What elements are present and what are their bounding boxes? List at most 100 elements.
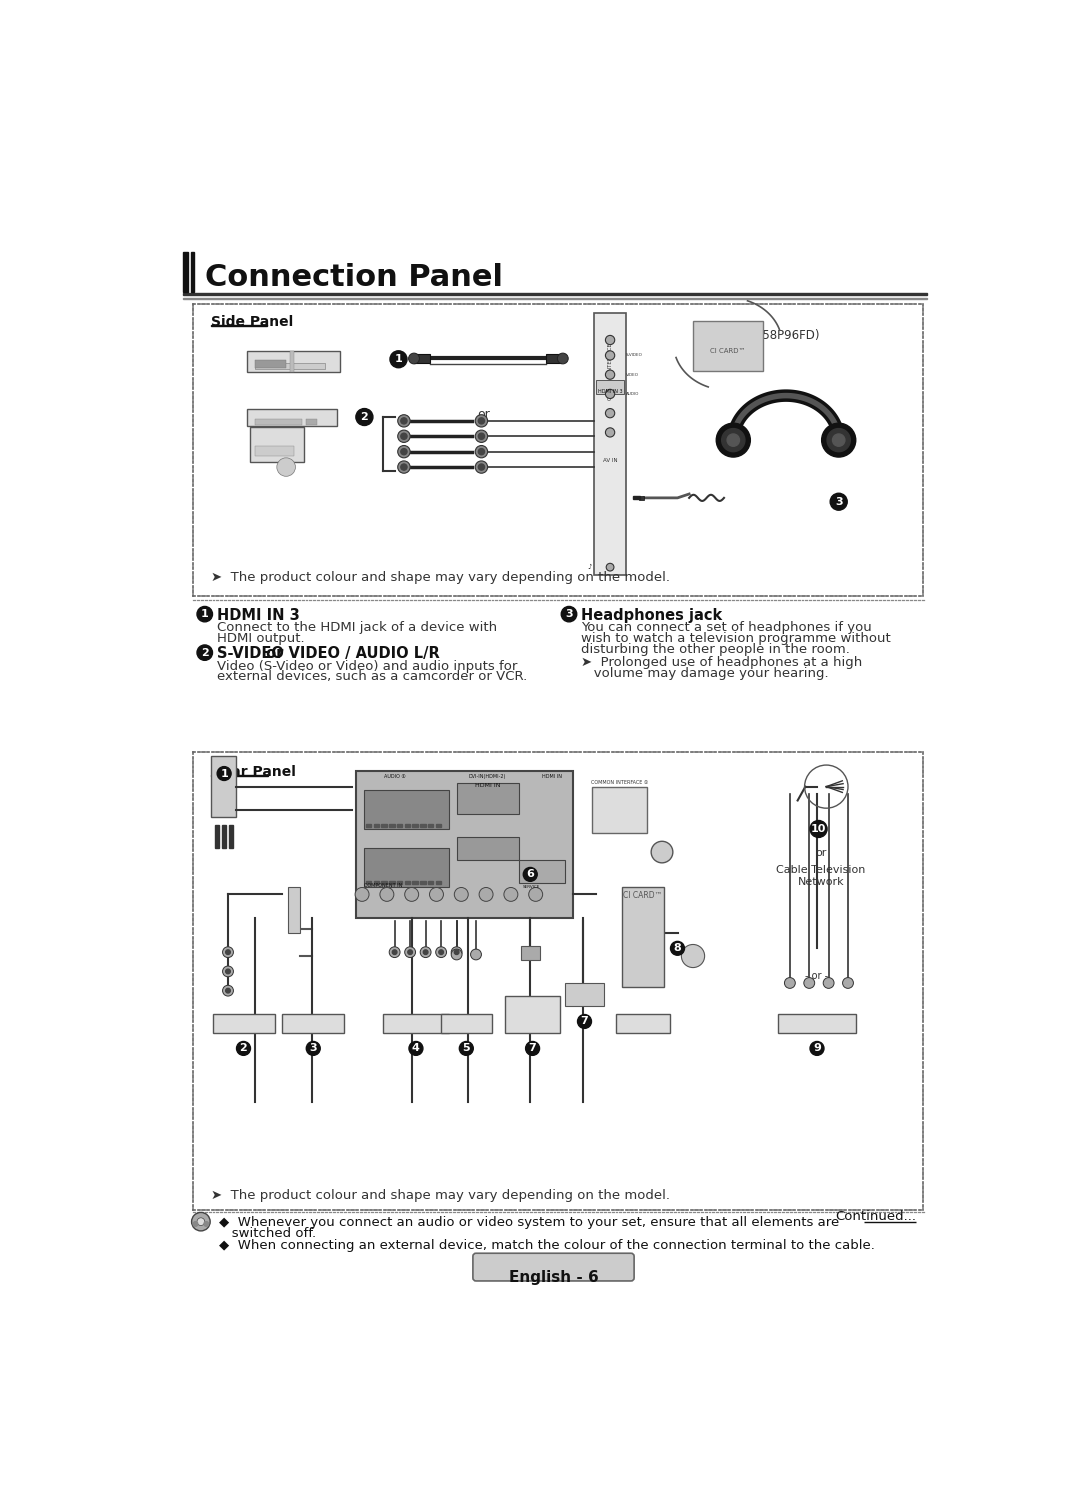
Text: VIDEO: VIDEO: [625, 373, 638, 376]
Circle shape: [478, 418, 485, 424]
Bar: [191, 253, 194, 293]
Text: - or -: - or -: [806, 972, 828, 981]
Circle shape: [562, 606, 577, 621]
Text: HDMI IN 3: HDMI IN 3: [217, 608, 300, 623]
Circle shape: [459, 1042, 473, 1055]
Circle shape: [504, 887, 517, 902]
Bar: [183, 293, 927, 296]
Bar: [247, 409, 337, 426]
Circle shape: [226, 950, 230, 954]
Circle shape: [831, 493, 847, 510]
Circle shape: [651, 841, 673, 863]
Text: Video (S-Video or Video) and audio inputs for: Video (S-Video or Video) and audio input…: [217, 660, 517, 673]
Circle shape: [526, 1042, 540, 1055]
Bar: [356, 771, 572, 917]
Bar: [405, 823, 410, 826]
Bar: [638, 495, 644, 501]
Text: or VIDEO / AUDIO L/R: or VIDEO / AUDIO L/R: [261, 646, 440, 661]
Text: 1: 1: [220, 768, 228, 779]
Text: 1: 1: [394, 354, 403, 364]
Text: disturbing the other people in the room.: disturbing the other people in the room.: [581, 642, 850, 655]
Circle shape: [401, 449, 407, 455]
Circle shape: [475, 461, 488, 473]
Bar: [779, 1013, 855, 1033]
Circle shape: [405, 887, 419, 902]
Bar: [420, 823, 426, 826]
Bar: [282, 1013, 345, 1033]
Bar: [693, 321, 762, 372]
Circle shape: [397, 446, 410, 458]
Text: 7: 7: [581, 1016, 589, 1027]
Circle shape: [810, 1042, 824, 1055]
Bar: [594, 314, 626, 575]
Bar: [518, 860, 565, 883]
Circle shape: [810, 820, 827, 838]
Circle shape: [451, 950, 462, 960]
Circle shape: [355, 887, 369, 902]
Text: HDMI IN: HDMI IN: [475, 783, 500, 788]
Bar: [374, 823, 379, 826]
Circle shape: [237, 1042, 251, 1055]
Text: ♪: ♪: [588, 565, 592, 571]
Text: 10: 10: [811, 823, 826, 834]
Circle shape: [606, 336, 615, 345]
Text: Network: Network: [797, 877, 845, 887]
Circle shape: [478, 464, 485, 470]
Circle shape: [423, 950, 428, 954]
Circle shape: [276, 458, 296, 477]
Circle shape: [475, 429, 488, 443]
Text: 8: 8: [674, 944, 681, 954]
Bar: [616, 1013, 670, 1033]
Bar: [183, 253, 189, 293]
Text: CI CARD™: CI CARD™: [711, 348, 745, 354]
Circle shape: [606, 389, 615, 398]
Circle shape: [197, 645, 213, 660]
Text: 9: 9: [813, 1043, 821, 1054]
Circle shape: [401, 418, 407, 424]
Bar: [633, 496, 640, 499]
Bar: [397, 881, 403, 884]
Circle shape: [222, 966, 233, 976]
Circle shape: [408, 950, 413, 954]
Bar: [288, 887, 300, 933]
Text: 4: 4: [411, 1043, 420, 1054]
Circle shape: [226, 988, 230, 993]
Circle shape: [784, 978, 795, 988]
Text: Continued...: Continued...: [835, 1210, 916, 1223]
Circle shape: [401, 434, 407, 440]
Text: AUDIO ①: AUDIO ①: [383, 774, 405, 779]
Bar: [457, 783, 518, 813]
Circle shape: [217, 767, 231, 780]
Bar: [211, 756, 235, 817]
Bar: [435, 881, 441, 884]
Text: Side Panel: Side Panel: [211, 315, 293, 330]
Bar: [255, 363, 325, 370]
Circle shape: [401, 464, 407, 470]
Circle shape: [420, 947, 431, 957]
Text: Connection Panel: Connection Panel: [205, 263, 503, 293]
Text: 2: 2: [240, 1043, 247, 1054]
Circle shape: [397, 429, 410, 443]
Text: CI CARD™: CI CARD™: [623, 890, 662, 899]
Circle shape: [822, 424, 855, 458]
Bar: [622, 887, 664, 987]
Circle shape: [409, 1042, 423, 1055]
Bar: [364, 849, 449, 887]
Text: external devices, such as a camcorder or VCR.: external devices, such as a camcorder or…: [217, 670, 527, 684]
Circle shape: [430, 887, 444, 902]
Circle shape: [671, 942, 685, 955]
Circle shape: [193, 1221, 198, 1226]
Bar: [592, 786, 647, 832]
Bar: [435, 823, 441, 826]
Bar: [389, 823, 394, 826]
Text: ◆  When connecting an external device, match the colour of the connection termin: ◆ When connecting an external device, ma…: [218, 1239, 875, 1253]
Bar: [229, 825, 232, 849]
Bar: [596, 380, 624, 394]
Circle shape: [451, 947, 462, 957]
Bar: [389, 881, 394, 884]
Circle shape: [578, 1015, 592, 1028]
Circle shape: [529, 887, 542, 902]
Bar: [364, 791, 449, 829]
Text: volume may damage your hearing.: volume may damage your hearing.: [581, 667, 829, 681]
Text: Cable Television: Cable Television: [777, 865, 865, 875]
